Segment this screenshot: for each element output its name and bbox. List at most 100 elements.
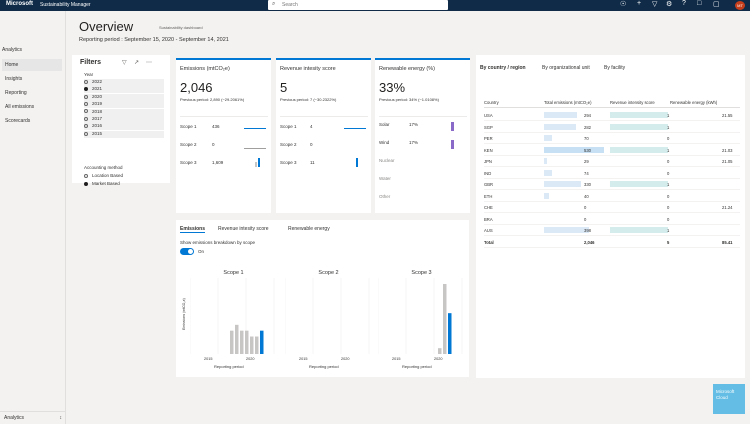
radio-icon — [84, 109, 88, 114]
help-icon[interactable]: ? — [682, 0, 686, 7]
by-country-panel: By country / region By organizational un… — [476, 55, 745, 378]
table-row[interactable]: SGP 282 1 — [484, 122, 740, 133]
table-row[interactable]: AUS 398 1 — [484, 225, 740, 236]
breakdown-toggle[interactable] — [180, 248, 194, 255]
tick-label: 2015 — [392, 357, 401, 361]
card-title: Emissions (mtCO₂e) — [180, 66, 230, 72]
radio-icon — [84, 94, 88, 99]
nav-item-home[interactable]: Home — [2, 59, 62, 71]
tab-by-facility[interactable]: By facility — [604, 65, 626, 71]
tab-revenue-intensity[interactable]: Revenue intesity score — [218, 226, 269, 232]
bar[interactable] — [250, 336, 254, 355]
nav-item-insights[interactable]: Insights — [5, 76, 23, 82]
search-box[interactable]: ⌕ Search — [268, 0, 448, 10]
cell-intensity: 0 — [667, 170, 670, 176]
year-label: 2018 — [92, 108, 103, 114]
bar[interactable] — [443, 284, 447, 354]
year-option-2022[interactable]: 2022 — [84, 79, 164, 86]
feedback-icon[interactable]: ▢ — [713, 1, 720, 8]
emissions-card[interactable]: Emissions (mtCO₂e) 2,046 Previous period… — [176, 58, 271, 213]
card-previous: Previous period: 34% (−1.0108%) — [379, 97, 439, 102]
microsoft-cloud-logo: Microsoft Cloud — [713, 384, 745, 414]
table-row[interactable]: PER 70 0 — [484, 133, 740, 144]
filter-icon[interactable]: ▽ — [122, 60, 127, 66]
x-axis-label: Reporting period — [402, 364, 432, 369]
bar[interactable] — [245, 330, 249, 354]
year-option-2021[interactable]: 2021 — [84, 86, 164, 94]
year-label: 2022 — [92, 79, 103, 84]
bar[interactable] — [448, 313, 452, 354]
year-option-2019[interactable]: 2019 — [84, 101, 164, 109]
chart-title: Scope 2 — [318, 270, 339, 276]
intensity-bar — [610, 181, 668, 187]
revenue-intensity-card[interactable]: Revenue intesity score 5 Previous period… — [276, 58, 371, 213]
bar[interactable] — [438, 348, 442, 354]
bar[interactable] — [255, 336, 259, 355]
col-revenue-intensity[interactable]: Revenue intensity score — [610, 100, 655, 105]
nav-item-scorecards[interactable]: Scorecards — [5, 118, 31, 124]
year-option-2016[interactable]: 2016 — [84, 123, 164, 131]
cell-emissions: 74 — [584, 170, 589, 176]
col-renewable-energy[interactable]: Renewable energy (kWh) — [670, 100, 718, 105]
renewable-energy-card[interactable]: Renewable energy (%) 33% Previous period… — [375, 58, 470, 213]
chat-icon[interactable]: □ — [697, 0, 702, 7]
method-option[interactable]: Market Based — [84, 181, 164, 188]
radio-icon — [84, 79, 88, 84]
cell-country: KEN — [484, 147, 493, 153]
area-switcher-label: Analytics — [4, 415, 25, 421]
filter-icon[interactable]: ▽ — [652, 1, 658, 8]
emissions-bar — [544, 146, 604, 153]
year-option-2020[interactable]: 2020 — [84, 93, 164, 101]
table-row[interactable]: ETH 40 0 — [484, 191, 740, 202]
cell-intensity: 1 — [667, 147, 670, 153]
avatar[interactable]: MT — [735, 1, 745, 10]
table-row[interactable]: CHE 0 0 21.24 — [484, 202, 740, 213]
intensity-bar — [610, 227, 668, 233]
table-row[interactable]: BRA 0 0 — [484, 214, 740, 225]
col-total-emissions[interactable]: Total emissions (mtCO₂e) — [544, 100, 592, 105]
col-country[interactable]: Country — [484, 100, 499, 105]
area-switcher[interactable]: Analytics ↕ — [0, 411, 66, 424]
row-value: 4 — [310, 124, 313, 129]
table-row[interactable]: JPN 29 0 21.05 — [484, 156, 740, 167]
lightbulb-icon[interactable]: ☉ — [620, 1, 627, 8]
tab-renewable-energy[interactable]: Renewable energy — [288, 226, 330, 232]
cell-country: ETH — [484, 193, 493, 199]
table-row[interactable]: USA 294 1 21.55 — [484, 110, 740, 121]
tab-emissions[interactable]: Emissions — [180, 226, 206, 233]
year-option-2017[interactable]: 2017 — [84, 116, 164, 123]
cell-intensity: 1 — [667, 124, 670, 130]
radio-icon — [84, 173, 88, 178]
table-row[interactable]: KEN 530 1 21.03 — [484, 145, 740, 156]
year-option-2015[interactable]: 2015 — [84, 130, 164, 138]
tab-by-country[interactable]: By country / region — [480, 65, 526, 71]
method-option[interactable]: Location Based — [84, 173, 164, 180]
divider — [379, 116, 467, 117]
nav-section-label: Analytics — [2, 47, 23, 53]
scope1-chart: Scope 1 2015 2020 Reporting period — [190, 270, 277, 372]
expand-icon[interactable]: ↗ — [134, 60, 140, 66]
table-row[interactable]: IND 74 0 — [484, 168, 740, 179]
cell-intensity: 1 — [667, 228, 670, 233]
scope1-bars — [190, 278, 275, 355]
table-header: Country Total emissions (mtCO₂e) Revenue… — [484, 97, 740, 108]
bar[interactable] — [235, 324, 239, 354]
bar[interactable] — [230, 330, 234, 354]
settings-gear-icon[interactable]: ⚙ — [666, 1, 673, 8]
top-bar: Microsoft Sustainability Manager ⌕ Searc… — [0, 0, 750, 11]
nav-item-all-emissions[interactable]: All emissions — [5, 104, 35, 110]
toggle-state: On — [198, 249, 205, 254]
tab-by-org-unit[interactable]: By organizational unit — [542, 65, 590, 71]
more-icon[interactable]: ⋯ — [146, 60, 152, 66]
total-cell: 85.41 — [722, 239, 733, 245]
year-option-2018[interactable]: 2018 — [84, 108, 164, 116]
year-label: 2020 — [92, 93, 103, 99]
bar[interactable] — [260, 330, 264, 354]
bar[interactable] — [240, 330, 244, 354]
nav-item-reporting[interactable]: Reporting — [5, 90, 27, 96]
table-row[interactable]: GBR 330 1 — [484, 179, 740, 190]
app-title[interactable]: Sustainability Manager — [40, 1, 91, 8]
add-icon[interactable]: + — [637, 0, 642, 7]
cell-country: IND — [484, 170, 492, 176]
cell-intensity: 0 — [667, 136, 670, 141]
